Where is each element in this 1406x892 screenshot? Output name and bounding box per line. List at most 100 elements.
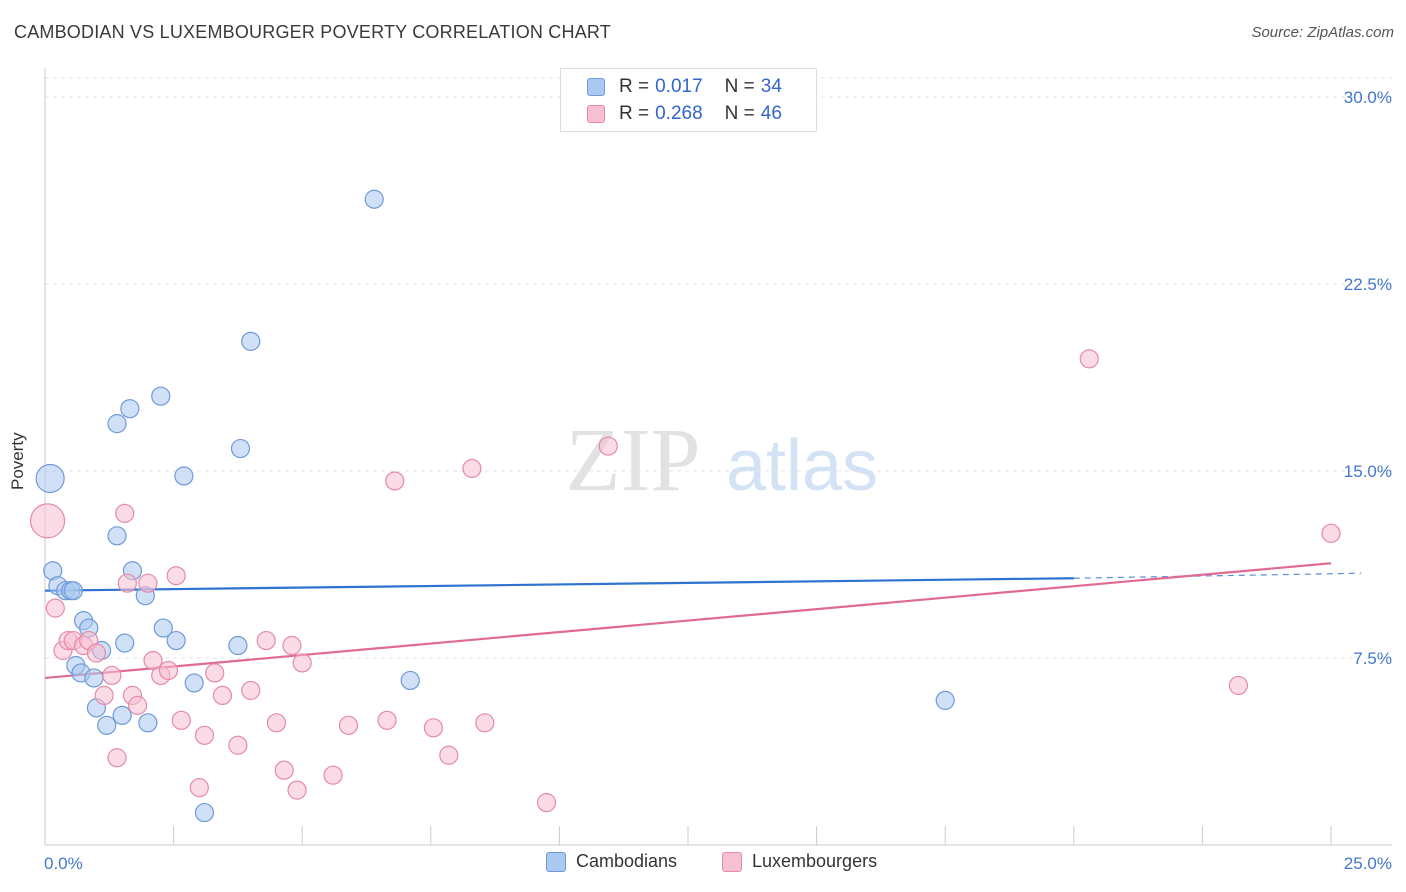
data-points xyxy=(29,189,1341,823)
cambodian-point xyxy=(115,633,135,653)
luxembourger-point xyxy=(274,760,294,780)
legend-label-luxembourgers: Luxembourgers xyxy=(752,851,878,871)
cambodian-point xyxy=(166,630,186,651)
luxembourger-point xyxy=(462,458,482,479)
tick-labels: 7.5% 15.0% 22.5% 30.0% 0.0% 25.0% xyxy=(44,88,1392,873)
cambodian-point xyxy=(194,802,215,823)
luxembourger-point xyxy=(86,643,107,663)
legend-n-label: N = xyxy=(724,76,755,97)
luxembourger-point xyxy=(45,598,65,618)
legend-n-label: N = xyxy=(724,103,755,124)
cambodian-trend-extension xyxy=(1073,572,1362,579)
luxembourger-point xyxy=(29,503,66,539)
luxembourger-point xyxy=(138,573,158,593)
luxembourger-point xyxy=(266,713,287,733)
cambodian-point xyxy=(107,414,127,434)
luxembourger-point xyxy=(256,630,276,651)
legend-swatch-cambodians xyxy=(546,851,566,872)
legend-item-cambodians: Cambodians xyxy=(546,851,677,872)
watermark: ZIP atlas xyxy=(566,411,879,510)
luxembourger-point xyxy=(166,566,186,586)
cambodian-point xyxy=(184,673,204,693)
cambodian-point xyxy=(138,713,158,733)
cambodian-point xyxy=(151,386,171,406)
legend-item-luxembourgers: Luxembourgers xyxy=(722,851,877,872)
luxembourger-point xyxy=(292,653,312,673)
luxembourger-point xyxy=(385,471,405,491)
x-tick-label: 25.0% xyxy=(1344,854,1392,873)
series-legend: Cambodians Luxembourgers xyxy=(0,851,1406,877)
luxembourger-point xyxy=(287,780,307,800)
source-label: Source: ZipAtlas.com xyxy=(1251,24,1394,41)
luxembourger-point xyxy=(127,695,148,715)
cambodian-point xyxy=(120,399,140,419)
cambodian-point xyxy=(35,463,65,494)
luxembourger-point xyxy=(1079,349,1099,369)
luxembourger-point xyxy=(1321,523,1341,543)
y-tick-label: 15.0% xyxy=(1344,462,1392,481)
y-tick-label: 7.5% xyxy=(1353,649,1392,668)
luxembourger-point xyxy=(241,680,261,701)
luxembourger-point xyxy=(194,725,215,745)
cambodian-point xyxy=(935,690,955,710)
cambodian-point xyxy=(107,526,127,546)
cambodian-point xyxy=(364,189,384,209)
legend-r-label: R = xyxy=(619,103,650,124)
chart-title: CAMBODIAN VS LUXEMBOURGER POVERTY CORREL… xyxy=(14,22,611,42)
legend-n-value: 34 xyxy=(760,76,782,97)
y-tick-label: 30.0% xyxy=(1344,88,1392,107)
stats-legend: R = 0.017 N = 34 R = 0.268 N = 46 xyxy=(560,68,817,132)
luxembourger-point xyxy=(212,685,233,706)
luxembourger-point xyxy=(205,663,225,683)
legend-row-cambodians: R = 0.017 N = 34 xyxy=(587,75,782,99)
luxembourger-point xyxy=(338,715,359,735)
luxembourger-point xyxy=(1228,675,1249,696)
legend-r-value: 0.268 xyxy=(655,103,703,124)
cambodian-point xyxy=(230,438,251,459)
gridlines xyxy=(45,77,1392,659)
cambodian-point xyxy=(97,715,117,735)
luxembourger-point xyxy=(598,436,618,456)
luxembourger-trend-line xyxy=(44,562,1332,680)
luxembourger-point xyxy=(228,735,248,755)
luxembourger-point xyxy=(115,503,135,523)
legend-label-cambodians: Cambodians xyxy=(576,851,678,871)
luxembourger-point xyxy=(323,765,343,785)
luxembourger-point xyxy=(536,793,557,813)
luxembourger-point xyxy=(107,748,127,768)
legend-n-value: 46 xyxy=(760,103,782,124)
trend-lines xyxy=(44,562,1362,680)
cambodian-point xyxy=(153,618,173,638)
cambodian-trend-line xyxy=(44,577,1074,592)
legend-row-luxembourgers: R = 0.268 N = 46 xyxy=(587,102,782,126)
cambodian-point xyxy=(400,670,420,691)
luxembourger-point xyxy=(189,778,209,798)
cambodian-point xyxy=(84,668,104,688)
cambodian-point xyxy=(241,331,261,351)
cambodian-point xyxy=(174,466,194,486)
legend-swatch-cambodians xyxy=(587,78,605,96)
y-tick-label: 22.5% xyxy=(1344,275,1392,294)
luxembourger-point xyxy=(171,710,191,730)
cambodian-point xyxy=(228,635,248,656)
luxembourger-point xyxy=(117,573,137,593)
luxembourger-point xyxy=(94,685,114,706)
legend-swatch-luxembourgers xyxy=(587,105,605,123)
watermark-atlas: atlas xyxy=(726,426,878,506)
luxembourger-point xyxy=(377,710,397,730)
luxembourger-point xyxy=(475,713,495,733)
luxembourger-point xyxy=(102,665,122,686)
x-tick-label: 0.0% xyxy=(44,854,83,873)
legend-swatch-luxembourgers xyxy=(722,851,742,872)
luxembourger-point xyxy=(143,650,163,671)
luxembourger-point xyxy=(423,718,443,738)
axes xyxy=(44,68,1392,846)
watermark-zip: ZIP xyxy=(566,411,701,510)
luxembourger-point xyxy=(158,660,179,681)
legend-r-value: 0.017 xyxy=(655,76,703,97)
luxembourger-point xyxy=(282,635,302,656)
luxembourger-point xyxy=(439,745,459,765)
cambodian-point xyxy=(112,705,132,725)
legend-r-label: R = xyxy=(619,76,650,97)
